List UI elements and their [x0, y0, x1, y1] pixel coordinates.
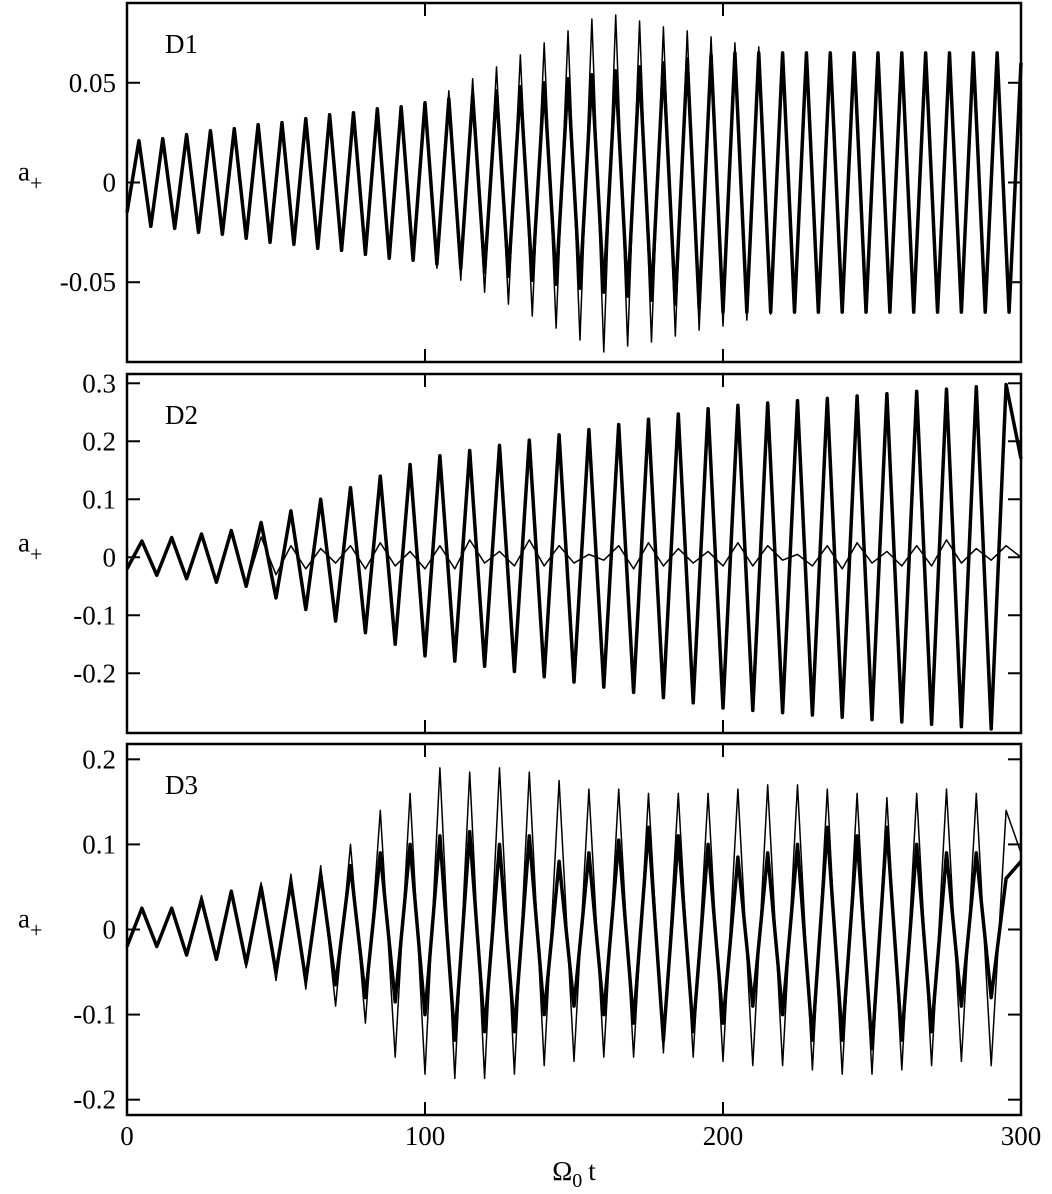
x-tick-label: 200 [703, 1121, 744, 1151]
x-tick-label: 300 [1001, 1121, 1042, 1151]
y-tick-label: 0.1 [82, 829, 116, 859]
panel-label: D2 [165, 400, 198, 430]
y-tick-label: -0.05 [60, 267, 116, 297]
panel-label: D3 [165, 770, 198, 800]
y-tick-label: 0 [103, 168, 117, 198]
y-tick-label: 0 [103, 915, 117, 945]
data-line [125, 51, 1023, 314]
data-line [125, 825, 1023, 1051]
y-tick-label: 0.2 [82, 426, 116, 456]
x-axis-label-main: Ω [552, 1156, 572, 1186]
y-axis-label: a+ [18, 904, 42, 943]
y-axis-label-main: a [18, 904, 30, 934]
y-tick-label: 0.05 [69, 68, 116, 98]
x-tick-label: 0 [120, 1121, 134, 1151]
data-line [125, 382, 1023, 731]
x-axis-label-sub: 0 [572, 1170, 582, 1192]
panel-label: D1 [165, 29, 198, 59]
y-tick-label: -0.1 [73, 600, 116, 630]
y-axis-label: a+ [18, 528, 42, 567]
plot-frame [125, 372, 1023, 735]
y-tick-label: -0.2 [73, 1085, 116, 1115]
y-tick-label: -0.2 [73, 658, 116, 688]
y-tick-label: 0.2 [82, 744, 116, 774]
x-axis-label: Ω0 t [552, 1156, 596, 1192]
data-line [126, 767, 1022, 1080]
y-tick-label: 0 [103, 542, 117, 572]
y-axis-label-sub: + [30, 542, 42, 567]
x-tick-label: 100 [405, 1121, 446, 1151]
y-tick-label: 0.3 [82, 368, 116, 398]
data-line [126, 529, 1022, 588]
y-axis-label: a+ [18, 157, 42, 196]
y-axis-label-main: a [18, 157, 30, 187]
y-tick-label: -0.1 [73, 1000, 116, 1030]
y-tick-label: 0.1 [82, 484, 116, 514]
y-axis-label-sub: + [30, 171, 42, 196]
x-axis-label-tail: t [588, 1156, 596, 1186]
y-axis-label-main: a [18, 528, 30, 558]
y-axis-label-sub: + [30, 918, 42, 943]
